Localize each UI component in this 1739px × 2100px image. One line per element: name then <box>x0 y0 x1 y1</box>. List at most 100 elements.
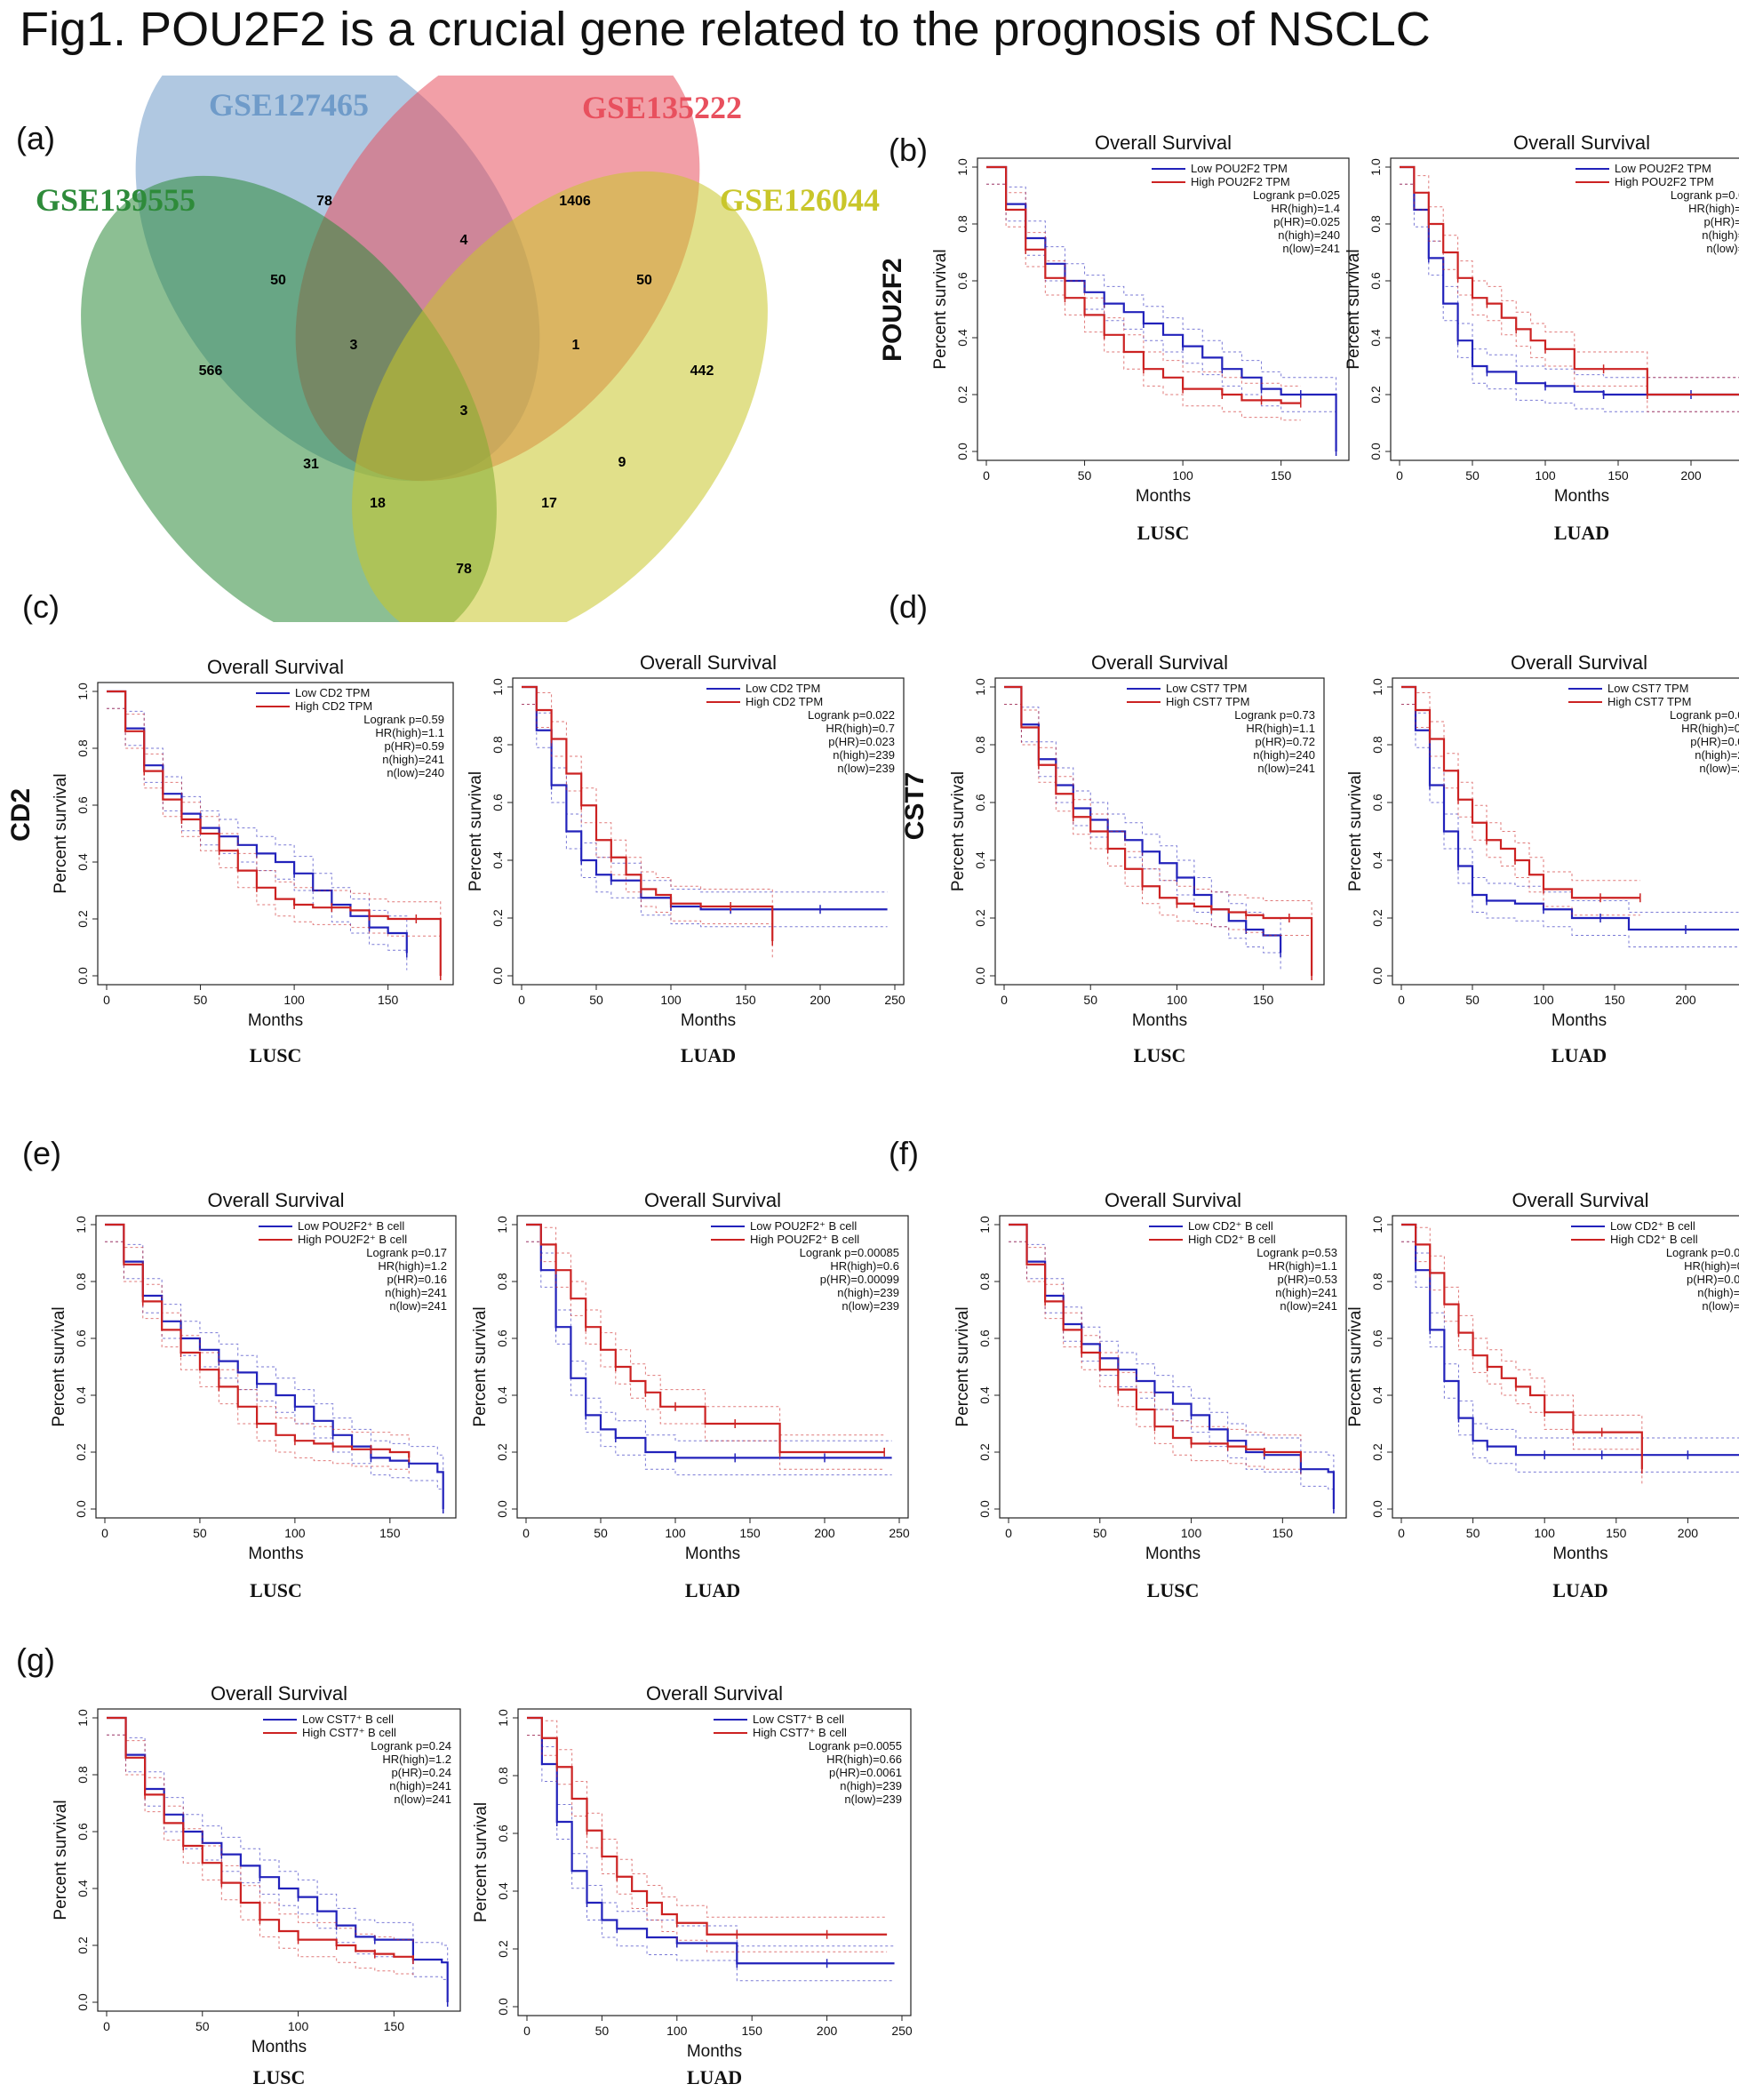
ci-band-low-lower <box>986 183 1337 451</box>
stat-line: Logrank p=0.0055 <box>809 1739 902 1753</box>
x-tick-label: 100 <box>666 2024 688 2038</box>
x-tick-label: 50 <box>1465 468 1480 483</box>
venn-count: 1 <box>572 338 580 353</box>
x-tick-label: 50 <box>193 1526 207 1540</box>
y-tick-label: 0.4 <box>1368 329 1383 347</box>
ci-band-high-upper <box>1009 1224 1302 1441</box>
y-tick-label: 0.2 <box>491 909 505 927</box>
ci-band-high-upper <box>107 691 442 976</box>
y-tick-label: 0.2 <box>76 1936 90 1954</box>
x-tick-label: 100 <box>1181 1526 1202 1540</box>
y-tick-label: 0.8 <box>76 739 90 757</box>
x-axis-label: Months <box>1145 1545 1201 1563</box>
stat-line: Logrank p=0.00085 <box>800 1246 899 1259</box>
legend-entry: High CST7 TPM <box>1166 695 1249 708</box>
venn-count: 3 <box>350 338 358 353</box>
cohort-label: LUAD <box>686 2066 743 2088</box>
chart-title: Overall Survival <box>1512 1189 1648 1211</box>
venn-count: 78 <box>316 194 332 209</box>
km-plot-b-lusc: Overall Survival 0 50 100 150 0.0 0.2 0.4 0.6 0.8… <box>931 132 1350 506</box>
ci-band-low-lower <box>1400 183 1739 412</box>
chart-title: Overall Survival <box>1091 651 1228 674</box>
legend-entry: High POU2F2 TPM <box>1615 175 1714 188</box>
cohort-label: LUSC <box>252 2066 306 2088</box>
ci-band-high-lower <box>1400 183 1739 412</box>
x-tick-label: 200 <box>1675 993 1696 1007</box>
venn-count: 4 <box>460 233 468 248</box>
x-tick-label: 150 <box>1272 1526 1294 1540</box>
stat-line: p(HR)=0.53 <box>1277 1273 1337 1286</box>
chart-title: Overall Survival <box>644 1189 781 1211</box>
legend-entry: High POU2F2⁺ B cell <box>750 1233 859 1246</box>
km-plot-f-lusc: Overall Survival 0 50 100 150 0.0 0.2 0.4 0.6 0.8… <box>953 1189 1347 1563</box>
ci-band-high-upper <box>526 1224 885 1436</box>
x-axis-label: Months <box>1554 487 1609 506</box>
y-tick-label: 0.4 <box>76 853 90 871</box>
ci-band-high-upper <box>1401 686 1640 882</box>
x-tick-label: 150 <box>1604 993 1625 1007</box>
x-tick-label: 0 <box>1001 993 1008 1007</box>
cohort-label: LUAD <box>1552 1579 1608 1601</box>
panel-letter-f: (f) <box>889 1135 919 1171</box>
legend-entry: Low CD2⁺ B cell <box>1610 1219 1695 1233</box>
plot-frame <box>1392 677 1739 986</box>
y-tick-label: 0.0 <box>1368 443 1383 460</box>
cohort-label: LUSC <box>1137 522 1190 544</box>
y-tick-label: 0.4 <box>973 851 987 869</box>
y-tick-label: 0.2 <box>955 386 969 403</box>
x-tick-label: 150 <box>1606 1526 1627 1540</box>
y-tick-label: 0.4 <box>1370 851 1384 869</box>
venn-label-gse135222: GSE135222 <box>582 90 742 125</box>
panel-letter-d: (d) <box>889 588 928 625</box>
cohort-label: LUSC <box>1146 1579 1200 1601</box>
y-tick-label: 0.6 <box>76 1823 90 1840</box>
y-tick-label: 0.4 <box>491 851 505 869</box>
x-tick-label: 50 <box>195 2019 210 2033</box>
panel-letter-a: (a) <box>16 120 55 156</box>
stat-line: HR(high)=0.6 <box>830 1259 899 1273</box>
legend-entry: Low CST7⁺ B cell <box>753 1713 844 1726</box>
y-axis-label: Percent survival <box>949 771 968 891</box>
x-tick-label: 0 <box>523 2024 530 2038</box>
panel-letter-g: (g) <box>16 1641 55 1678</box>
stat-line: Logrank p=0.022 <box>808 708 895 722</box>
chart-title: Overall Survival <box>1513 132 1650 154</box>
ci-band-low-upper <box>107 1717 449 2002</box>
venn-diagram: GSE127465 GSE135222 GSE139555 GSE126044 … <box>36 76 880 622</box>
stat-line: n(high)=239 <box>1697 1286 1739 1299</box>
y-axis-label: Percent survival <box>1346 771 1365 891</box>
x-tick-label: 0 <box>518 993 525 1007</box>
ci-band-high-lower <box>1004 704 1312 976</box>
stat-line: p(HR)=0.00099 <box>820 1273 899 1286</box>
y-tick-label: 1.0 <box>973 678 987 696</box>
x-axis-label: Months <box>251 2038 307 2056</box>
legend-entry: Low POU2F2⁺ B cell <box>750 1219 857 1233</box>
venn-count: 3 <box>460 403 468 419</box>
x-tick-label: 0 <box>1005 1526 1012 1540</box>
ci-band-high-lower <box>527 1735 888 1952</box>
y-tick-label: 0.8 <box>955 215 969 233</box>
x-tick-label: 50 <box>1083 993 1097 1007</box>
x-tick-label: 150 <box>1271 468 1292 483</box>
stat-line: p(HR)=0.72 <box>1255 735 1315 748</box>
x-tick-label: 0 <box>1398 993 1405 1007</box>
x-tick-label: 50 <box>1465 993 1480 1007</box>
x-tick-label: 0 <box>103 2019 110 2033</box>
legend-entry: Low POU2F2⁺ B cell <box>298 1219 404 1233</box>
chart-title: Overall Survival <box>211 1682 347 1705</box>
stat-line: Logrank p=0.59 <box>363 713 444 726</box>
km-plot-d-luad: Overall Survival0501001502002500.00.20.4… <box>1346 651 1739 1030</box>
y-tick-label: 0.8 <box>1368 215 1383 233</box>
venn-label-gse126044: GSE126044 <box>720 182 880 218</box>
x-tick-label: 150 <box>742 2024 763 2038</box>
x-tick-label: 50 <box>594 1526 608 1540</box>
y-tick-label: 0.6 <box>955 272 969 290</box>
stat-line: n(low)=241 <box>394 1793 451 1806</box>
venn-count: 50 <box>270 273 286 288</box>
x-tick-label: 100 <box>288 2019 309 2033</box>
stat-line: n(high)=240 <box>1278 228 1340 242</box>
y-tick-label: 0.0 <box>496 1998 510 2016</box>
panel-letter-c: (c) <box>22 588 60 625</box>
ci-band-high-upper <box>986 166 1301 387</box>
y-tick-label: 0.6 <box>76 796 90 814</box>
